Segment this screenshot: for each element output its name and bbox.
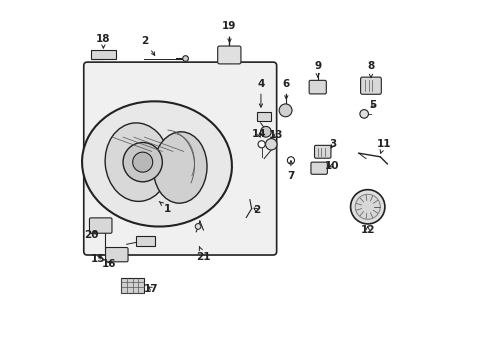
Bar: [121, 278, 144, 293]
Text: 17: 17: [144, 284, 159, 294]
Text: 1: 1: [159, 202, 171, 213]
Text: 3: 3: [329, 139, 336, 149]
Text: 7: 7: [286, 161, 294, 181]
Ellipse shape: [105, 123, 169, 201]
Text: 2: 2: [141, 36, 154, 55]
Text: 13: 13: [268, 130, 283, 140]
FancyBboxPatch shape: [310, 162, 326, 174]
Circle shape: [287, 157, 294, 164]
Text: 14: 14: [251, 129, 265, 139]
Text: 15: 15: [91, 253, 105, 264]
Bar: [257, 112, 271, 121]
Text: 10: 10: [324, 161, 339, 171]
Text: 6: 6: [282, 78, 289, 99]
Text: 18: 18: [96, 34, 110, 48]
FancyBboxPatch shape: [217, 46, 241, 64]
FancyBboxPatch shape: [105, 248, 128, 262]
Circle shape: [279, 104, 291, 117]
Circle shape: [265, 139, 276, 150]
Text: 21: 21: [196, 246, 210, 262]
FancyBboxPatch shape: [83, 62, 276, 255]
Text: 12: 12: [360, 225, 374, 235]
FancyBboxPatch shape: [360, 77, 381, 94]
Text: 16: 16: [102, 259, 116, 269]
Text: 19: 19: [222, 21, 236, 42]
Text: 9: 9: [313, 61, 321, 77]
FancyBboxPatch shape: [308, 80, 325, 94]
Bar: [135, 236, 155, 246]
Circle shape: [132, 152, 152, 172]
Ellipse shape: [153, 132, 206, 203]
Circle shape: [258, 141, 264, 148]
FancyBboxPatch shape: [89, 218, 112, 233]
Circle shape: [359, 110, 367, 118]
Text: 20: 20: [83, 230, 98, 240]
Text: 5: 5: [369, 100, 376, 110]
Text: 2: 2: [253, 205, 260, 215]
Text: 8: 8: [366, 61, 374, 77]
FancyBboxPatch shape: [314, 145, 330, 158]
Text: 4: 4: [257, 78, 264, 107]
Circle shape: [195, 224, 201, 229]
Text: 11: 11: [376, 139, 390, 153]
Circle shape: [350, 190, 384, 224]
Circle shape: [260, 126, 271, 137]
Circle shape: [354, 194, 380, 219]
Circle shape: [123, 143, 162, 182]
Ellipse shape: [82, 101, 231, 226]
Circle shape: [183, 56, 188, 62]
Bar: [91, 50, 116, 59]
